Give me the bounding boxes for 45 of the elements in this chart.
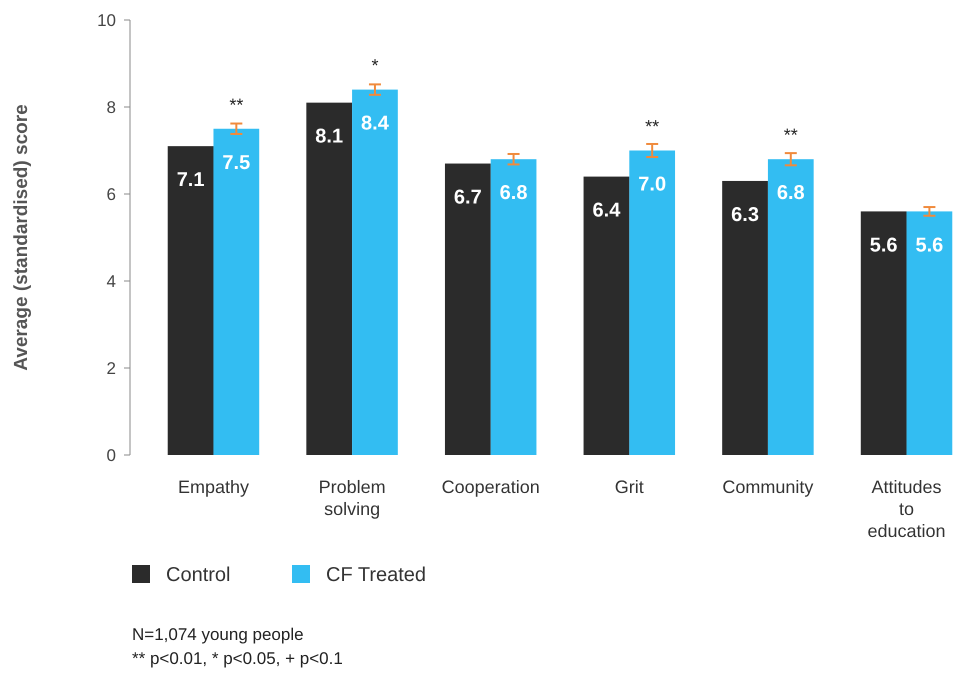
data-label: 5.6 [870,234,898,256]
annotation: ** [229,94,244,115]
y-tick-label: 0 [106,446,116,465]
annotation: ** [645,116,660,136]
x-tick-label: Cooperation [442,477,540,497]
x-tick-label: Community [722,477,814,497]
text: N=1,074 young people [132,625,304,644]
y-tick-label: 2 [106,358,116,378]
y-tick-label: 6 [106,184,116,204]
data-label: 7.5 [222,152,250,174]
bar [444,164,491,455]
annotation: ** [784,125,798,146]
bar [213,128,260,455]
bar [722,180,768,455]
x-tick-label: Empathy [178,477,249,497]
y-axis-title: Average (standardised) score [11,104,32,371]
bar [168,146,214,455]
x-tick-label: Grit [614,477,644,497]
data-label: 7.0 [638,174,666,196]
bar [768,159,814,455]
data-label: 7.1 [176,169,204,192]
y-tick-label: 8 [106,98,116,117]
legend-label: Control [166,564,230,586]
data-label: 5.6 [916,234,944,256]
bar [584,176,630,455]
x-tick-label: Attitudes to education [867,477,946,541]
x-tick-label: Problem solving [318,477,386,519]
data-label: 6.3 [731,204,759,226]
bar [306,102,352,455]
data-label: 6.7 [454,186,482,209]
bar [490,159,536,455]
data-label: 6.8 [776,182,805,204]
data-label: 8.4 [361,112,390,135]
bar [860,211,907,455]
legend-label: CF Treated [326,564,426,586]
data-label: 8.1 [315,126,344,148]
data-label: 6.8 [500,182,528,204]
annotation: * [371,56,378,76]
bar [629,150,676,455]
bar [352,90,398,455]
y-tick-label: 4 [106,272,116,291]
bar [906,211,952,455]
text: ** p<0.01, * p<0.05, + p<0.1 [132,649,343,668]
y-tick-label: 10 [97,10,116,30]
data-label: 6.4 [592,200,622,222]
